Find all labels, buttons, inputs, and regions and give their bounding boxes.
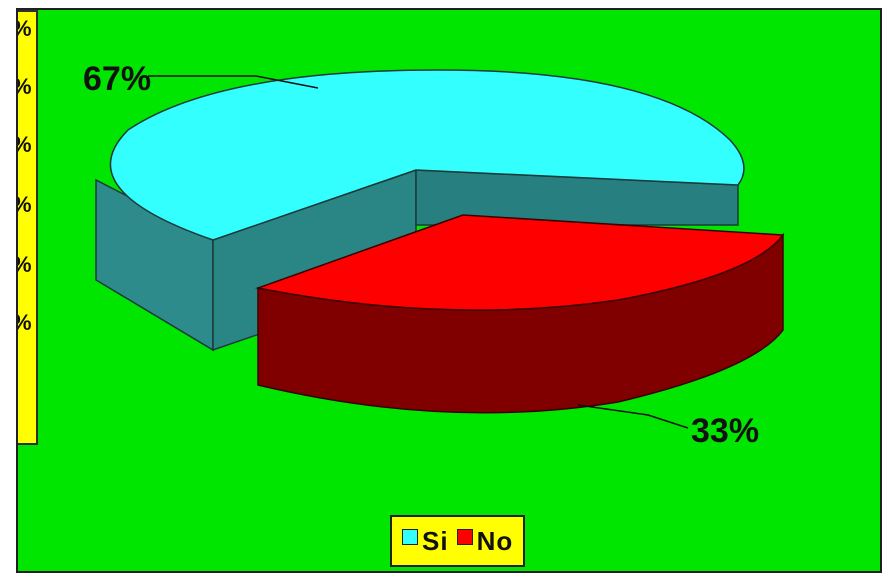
legend-label-no: No: [476, 525, 514, 556]
data-label-no: 33%: [691, 412, 759, 450]
slice-top-si: [109, 69, 745, 241]
legend-item-si: Si: [402, 526, 449, 557]
chart-area: 67% 33% % % % % % % Si No: [16, 8, 882, 573]
side-tick: %: [18, 192, 36, 218]
side-tick: %: [18, 132, 36, 158]
legend: Si No: [390, 515, 526, 567]
legend-swatch-si: [402, 529, 418, 545]
data-label-si: 67%: [83, 60, 151, 98]
slice-top-no: [255, 214, 785, 311]
side-tick: %: [18, 74, 36, 100]
side-tick: %: [18, 16, 36, 42]
side-tick: %: [18, 310, 36, 336]
side-panel: % % % % % %: [18, 10, 38, 445]
pie-chart: 67% 33%: [83, 60, 785, 450]
leader-line-si: [148, 75, 319, 89]
side-tick: %: [18, 252, 36, 278]
legend-swatch-no: [456, 529, 473, 545]
legend-item-no: No: [456, 525, 514, 557]
leader-line-no: [577, 404, 689, 429]
legend-label-si: Si: [422, 525, 449, 556]
